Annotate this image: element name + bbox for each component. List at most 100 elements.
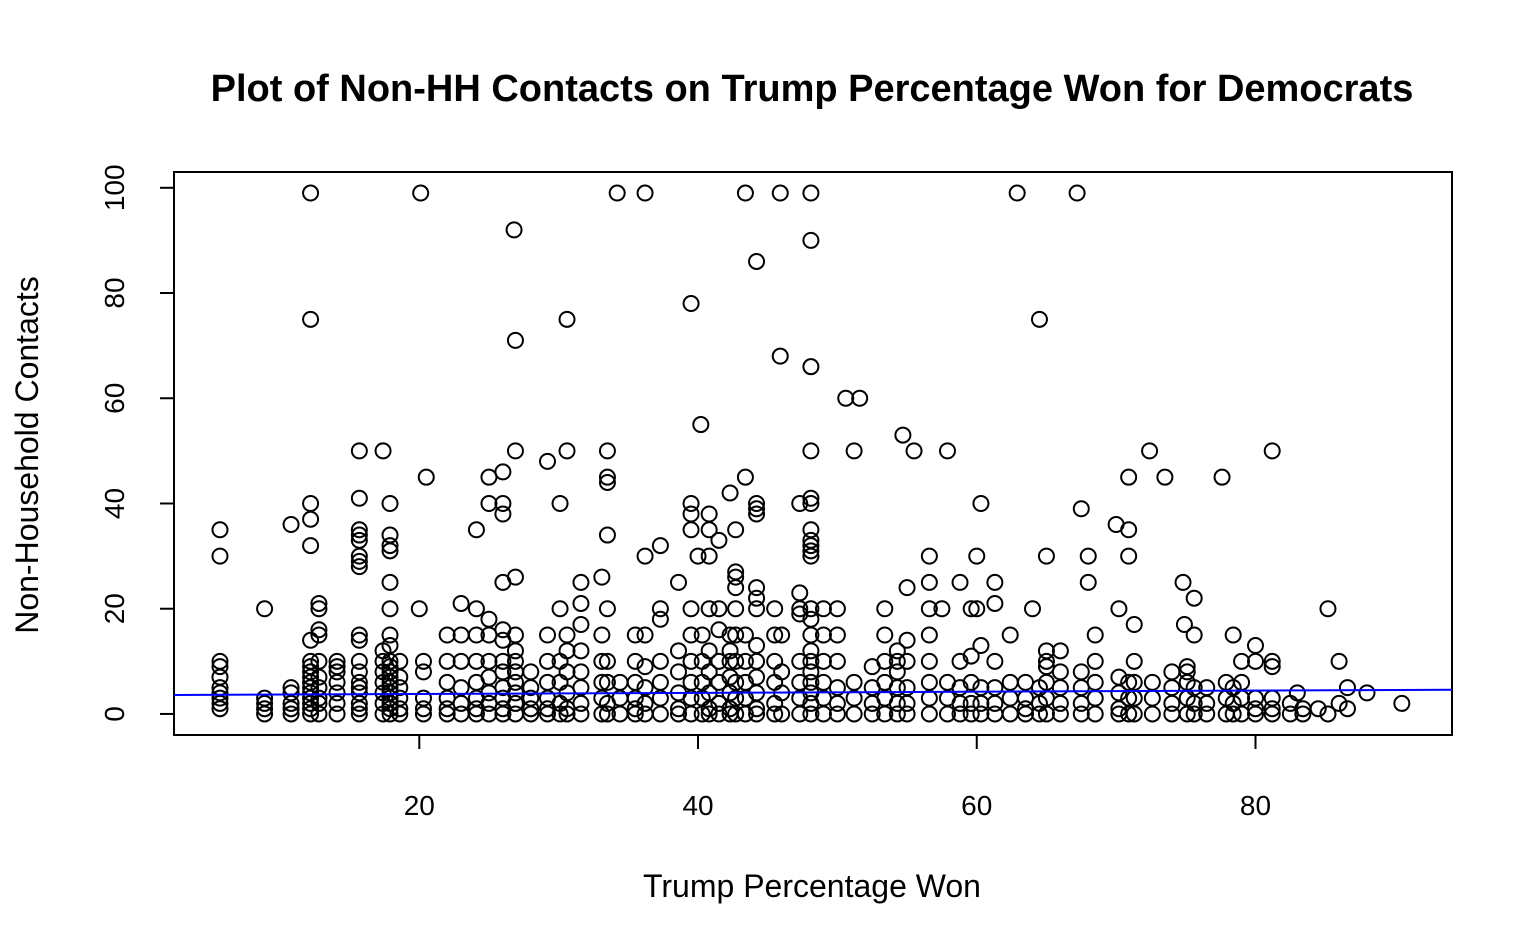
y-tick-label: 40 — [99, 488, 130, 519]
data-point — [987, 654, 1002, 669]
data-point — [684, 601, 699, 616]
data-point — [1003, 691, 1018, 706]
data-point — [284, 517, 299, 532]
data-point — [1088, 675, 1103, 690]
data-point — [638, 549, 653, 564]
data-point — [1187, 628, 1202, 643]
x-tick-label: 80 — [1240, 790, 1271, 821]
data-point — [1290, 685, 1305, 700]
data-point — [1164, 706, 1179, 721]
data-point — [1088, 628, 1103, 643]
y-tick-label: 0 — [99, 706, 130, 722]
chart-title: Plot of Non-HH Contacts on Trump Percent… — [211, 68, 1414, 110]
data-point — [767, 654, 782, 669]
data-point — [495, 507, 510, 522]
data-point — [728, 522, 743, 537]
data-point — [560, 628, 575, 643]
data-point — [973, 496, 988, 511]
data-point — [508, 628, 523, 643]
data-point — [830, 654, 845, 669]
data-point — [419, 470, 434, 485]
data-point — [1003, 675, 1018, 690]
data-point — [953, 575, 968, 590]
data-point — [523, 664, 538, 679]
data-point — [830, 628, 845, 643]
data-point — [973, 706, 988, 721]
data-point — [749, 601, 764, 616]
data-point — [1187, 591, 1202, 606]
data-point — [847, 443, 862, 458]
data-point — [1145, 691, 1160, 706]
data-point — [900, 580, 915, 595]
data-point — [1053, 706, 1068, 721]
data-point — [1032, 312, 1047, 327]
data-point — [900, 633, 915, 648]
data-point — [1088, 654, 1103, 669]
data-point — [1025, 601, 1040, 616]
data-point — [594, 570, 609, 585]
data-point — [638, 628, 653, 643]
data-point — [767, 675, 782, 690]
data-point — [684, 522, 699, 537]
data-point — [508, 443, 523, 458]
data-point — [653, 675, 668, 690]
data-point — [553, 601, 568, 616]
data-point — [352, 443, 367, 458]
x-tick-label: 20 — [404, 790, 435, 821]
data-point — [1003, 706, 1018, 721]
data-point — [469, 522, 484, 537]
data-point — [830, 706, 845, 721]
data-point — [773, 349, 788, 364]
data-point — [695, 628, 710, 643]
data-point — [1234, 654, 1249, 669]
data-point — [303, 496, 318, 511]
data-point — [1053, 664, 1068, 679]
data-point — [1111, 601, 1126, 616]
data-point — [847, 706, 862, 721]
data-point — [412, 601, 427, 616]
data-point — [600, 601, 615, 616]
data-point — [803, 233, 818, 248]
data-points — [212, 186, 1409, 722]
data-point — [376, 443, 391, 458]
data-point — [383, 496, 398, 511]
data-point — [895, 428, 910, 443]
data-point — [922, 549, 937, 564]
data-point — [749, 654, 764, 669]
data-point — [695, 654, 710, 669]
data-point — [693, 417, 708, 432]
data-point — [711, 601, 726, 616]
data-point — [1145, 706, 1160, 721]
data-point — [653, 706, 668, 721]
data-point — [1164, 680, 1179, 695]
data-point — [454, 596, 469, 611]
data-point — [987, 680, 1002, 695]
data-point — [723, 485, 738, 500]
data-point — [767, 601, 782, 616]
data-point — [1074, 706, 1089, 721]
x-tick-label: 40 — [682, 790, 713, 821]
data-point — [900, 654, 915, 669]
data-point — [553, 496, 568, 511]
data-point — [1226, 628, 1241, 643]
data-point — [1145, 675, 1160, 690]
data-point — [653, 654, 668, 669]
data-point — [922, 706, 937, 721]
data-point — [416, 664, 431, 679]
data-point — [847, 675, 862, 690]
data-point — [728, 580, 743, 595]
data-point — [469, 601, 484, 616]
data-point — [671, 664, 686, 679]
data-point — [973, 638, 988, 653]
data-point — [1176, 575, 1191, 590]
data-point — [922, 575, 937, 590]
data-point — [1340, 680, 1355, 695]
data-point — [1248, 654, 1263, 669]
data-point — [907, 443, 922, 458]
data-point — [352, 491, 367, 506]
data-point — [987, 706, 1002, 721]
data-point — [1018, 675, 1033, 690]
data-point — [1121, 522, 1136, 537]
data-point — [383, 601, 398, 616]
data-point — [481, 470, 496, 485]
